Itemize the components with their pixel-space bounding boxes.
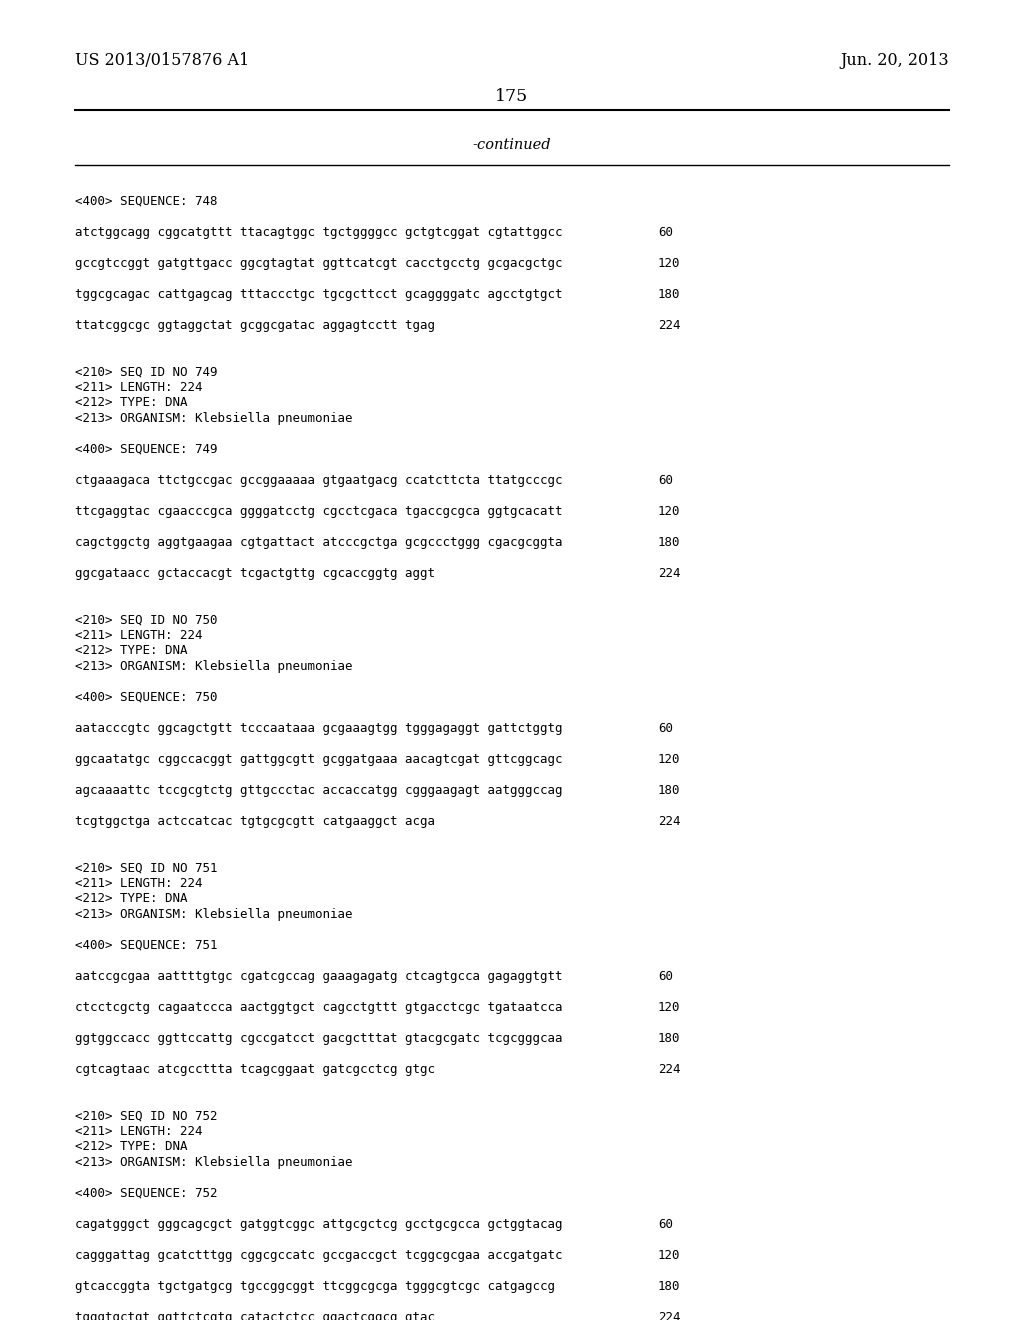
Text: 120: 120 [658, 752, 681, 766]
Text: <400> SEQUENCE: 749: <400> SEQUENCE: 749 [75, 444, 217, 455]
Text: -continued: -continued [473, 139, 551, 152]
Text: <210> SEQ ID NO 750: <210> SEQ ID NO 750 [75, 614, 217, 627]
Text: <210> SEQ ID NO 752: <210> SEQ ID NO 752 [75, 1110, 217, 1122]
Text: 180: 180 [658, 1280, 681, 1294]
Text: 224: 224 [658, 319, 681, 333]
Text: 224: 224 [658, 814, 681, 828]
Text: <210> SEQ ID NO 751: <210> SEQ ID NO 751 [75, 862, 217, 874]
Text: ctgaaagaca ttctgccgac gccggaaaaa gtgaatgacg ccatcttcta ttatgcccgc: ctgaaagaca ttctgccgac gccggaaaaa gtgaatg… [75, 474, 562, 487]
Text: <213> ORGANISM: Klebsiella pneumoniae: <213> ORGANISM: Klebsiella pneumoniae [75, 908, 352, 921]
Text: 224: 224 [658, 1311, 681, 1320]
Text: tggcgcagac cattgagcag tttaccctgc tgcgcttcct gcaggggatc agcctgtgct: tggcgcagac cattgagcag tttaccctgc tgcgctt… [75, 288, 562, 301]
Text: ggtggccacc ggttccattg cgccgatcct gacgctttat gtacgcgatc tcgcgggcaa: ggtggccacc ggttccattg cgccgatcct gacgctt… [75, 1032, 562, 1045]
Text: <212> TYPE: DNA: <212> TYPE: DNA [75, 644, 187, 657]
Text: <213> ORGANISM: Klebsiella pneumoniae: <213> ORGANISM: Klebsiella pneumoniae [75, 660, 352, 673]
Text: tcgtggctga actccatcac tgtgcgcgtt catgaaggct acga: tcgtggctga actccatcac tgtgcgcgtt catgaag… [75, 814, 435, 828]
Text: US 2013/0157876 A1: US 2013/0157876 A1 [75, 51, 249, 69]
Text: gccgtccggt gatgttgacc ggcgtagtat ggttcatcgt cacctgcctg gcgacgctgc: gccgtccggt gatgttgacc ggcgtagtat ggttcat… [75, 257, 562, 271]
Text: cagctggctg aggtgaagaa cgtgattact atcccgctga gcgccctggg cgacgcggta: cagctggctg aggtgaagaa cgtgattact atcccgc… [75, 536, 562, 549]
Text: 120: 120 [658, 1001, 681, 1014]
Text: <212> TYPE: DNA: <212> TYPE: DNA [75, 892, 187, 906]
Text: tgggtgctgt ggttctcgtg catactctcc ggactcggcg gtac: tgggtgctgt ggttctcgtg catactctcc ggactcg… [75, 1311, 435, 1320]
Text: <400> SEQUENCE: 750: <400> SEQUENCE: 750 [75, 690, 217, 704]
Text: <400> SEQUENCE: 748: <400> SEQUENCE: 748 [75, 195, 217, 209]
Text: agcaaaattc tccgcgtctg gttgccctac accaccatgg cgggaagagt aatgggccag: agcaaaattc tccgcgtctg gttgccctac accacca… [75, 784, 562, 797]
Text: <400> SEQUENCE: 752: <400> SEQUENCE: 752 [75, 1187, 217, 1200]
Text: <213> ORGANISM: Klebsiella pneumoniae: <213> ORGANISM: Klebsiella pneumoniae [75, 412, 352, 425]
Text: <212> TYPE: DNA: <212> TYPE: DNA [75, 396, 187, 409]
Text: <210> SEQ ID NO 749: <210> SEQ ID NO 749 [75, 366, 217, 379]
Text: <213> ORGANISM: Klebsiella pneumoniae: <213> ORGANISM: Klebsiella pneumoniae [75, 1156, 352, 1170]
Text: ctcctcgctg cagaatccca aactggtgct cagcctgttt gtgacctcgc tgataatcca: ctcctcgctg cagaatccca aactggtgct cagcctg… [75, 1001, 562, 1014]
Text: 180: 180 [658, 784, 681, 797]
Text: 60: 60 [658, 1218, 673, 1232]
Text: 175: 175 [496, 88, 528, 106]
Text: <211> LENGTH: 224: <211> LENGTH: 224 [75, 630, 203, 642]
Text: 60: 60 [658, 226, 673, 239]
Text: ttatcggcgc ggtaggctat gcggcgatac aggagtcctt tgag: ttatcggcgc ggtaggctat gcggcgatac aggagtc… [75, 319, 435, 333]
Text: <211> LENGTH: 224: <211> LENGTH: 224 [75, 1125, 203, 1138]
Text: <400> SEQUENCE: 751: <400> SEQUENCE: 751 [75, 939, 217, 952]
Text: <212> TYPE: DNA: <212> TYPE: DNA [75, 1140, 187, 1154]
Text: Jun. 20, 2013: Jun. 20, 2013 [841, 51, 949, 69]
Text: aatacccgtc ggcagctgtt tcccaataaa gcgaaagtgg tgggagaggt gattctggtg: aatacccgtc ggcagctgtt tcccaataaa gcgaaag… [75, 722, 562, 735]
Text: 180: 180 [658, 1032, 681, 1045]
Text: 120: 120 [658, 506, 681, 517]
Text: 60: 60 [658, 970, 673, 983]
Text: <211> LENGTH: 224: <211> LENGTH: 224 [75, 876, 203, 890]
Text: 224: 224 [658, 1063, 681, 1076]
Text: 60: 60 [658, 474, 673, 487]
Text: cagatgggct gggcagcgct gatggtcggc attgcgctcg gcctgcgcca gctggtacag: cagatgggct gggcagcgct gatggtcggc attgcgc… [75, 1218, 562, 1232]
Text: gtcaccggta tgctgatgcg tgccggcggt ttcggcgcga tgggcgtcgc catgagccg: gtcaccggta tgctgatgcg tgccggcggt ttcggcg… [75, 1280, 555, 1294]
Text: atctggcagg cggcatgttt ttacagtggc tgctggggcc gctgtcggat cgtattggcc: atctggcagg cggcatgttt ttacagtggc tgctggg… [75, 226, 562, 239]
Text: 120: 120 [658, 257, 681, 271]
Text: ggcgataacc gctaccacgt tcgactgttg cgcaccggtg aggt: ggcgataacc gctaccacgt tcgactgttg cgcaccg… [75, 568, 435, 579]
Text: <211> LENGTH: 224: <211> LENGTH: 224 [75, 381, 203, 393]
Text: ttcgaggtac cgaacccgca ggggatcctg cgcctcgaca tgaccgcgca ggtgcacatt: ttcgaggtac cgaacccgca ggggatcctg cgcctcg… [75, 506, 562, 517]
Text: 224: 224 [658, 568, 681, 579]
Text: aatccgcgaa aattttgtgc cgatcgccag gaaagagatg ctcagtgcca gagaggtgtt: aatccgcgaa aattttgtgc cgatcgccag gaaagag… [75, 970, 562, 983]
Text: 180: 180 [658, 536, 681, 549]
Text: ggcaatatgc cggccacggt gattggcgtt gcggatgaaa aacagtcgat gttcggcagc: ggcaatatgc cggccacggt gattggcgtt gcggatg… [75, 752, 562, 766]
Text: 180: 180 [658, 288, 681, 301]
Text: 60: 60 [658, 722, 673, 735]
Text: cagggattag gcatctttgg cggcgccatc gccgaccgct tcggcgcgaa accgatgatc: cagggattag gcatctttgg cggcgccatc gccgacc… [75, 1249, 562, 1262]
Text: cgtcagtaac atcgccttta tcagcggaat gatcgcctcg gtgc: cgtcagtaac atcgccttta tcagcggaat gatcgcc… [75, 1063, 435, 1076]
Text: 120: 120 [658, 1249, 681, 1262]
